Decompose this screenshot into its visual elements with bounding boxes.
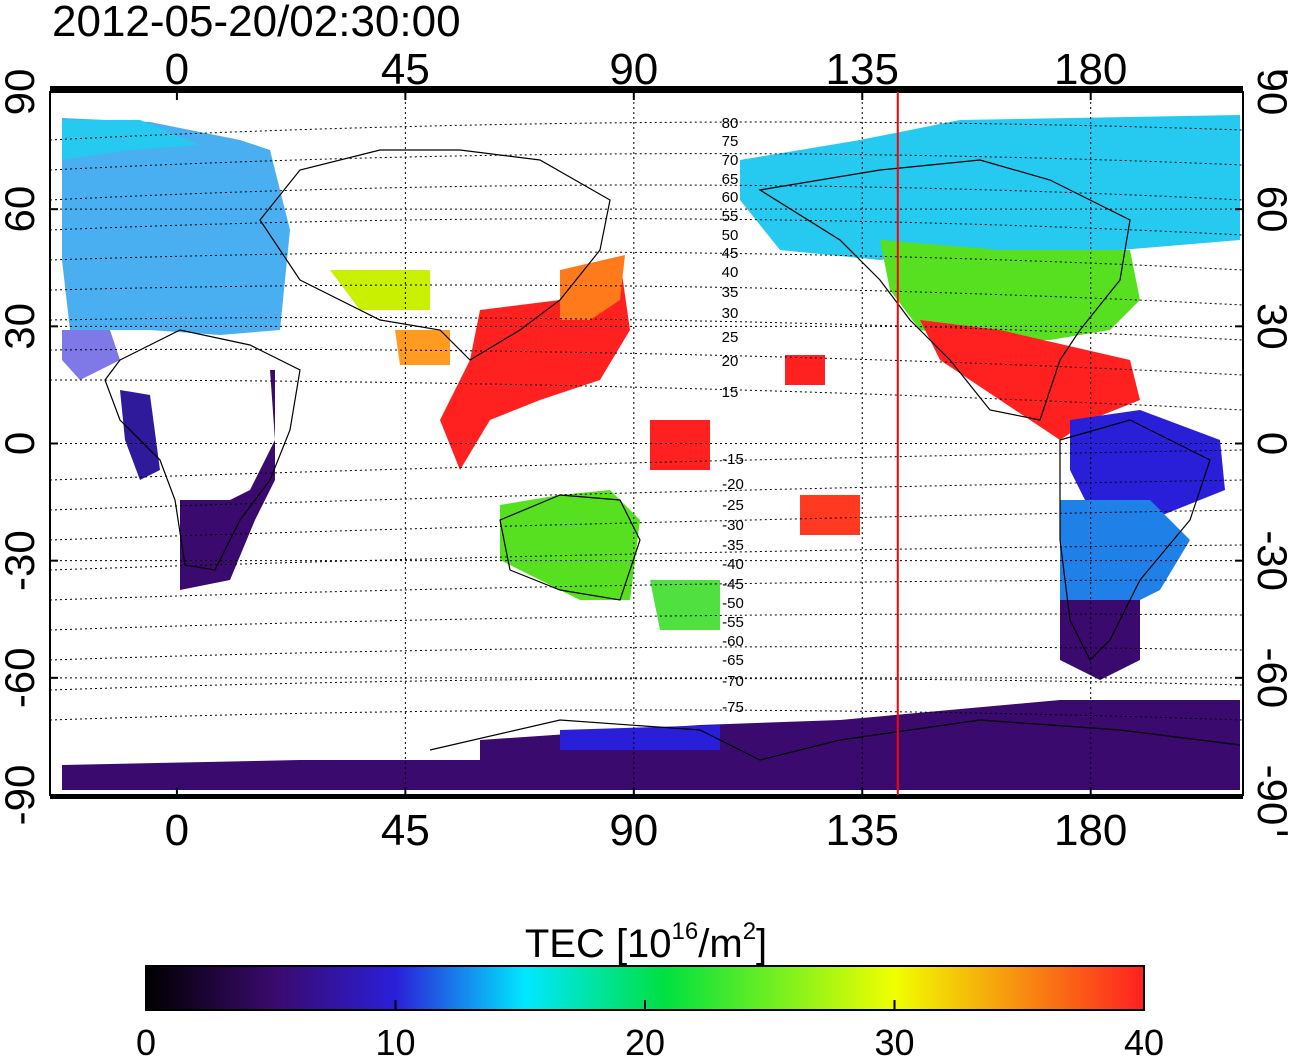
tec-antarctica-blue — [560, 725, 720, 750]
y-tick-label-right: -90 — [1249, 765, 1292, 826]
colorbar-title-end: ] — [756, 922, 768, 966]
x-tick-label-bottom: 0 — [165, 806, 189, 855]
tec-north-america-n — [740, 115, 1240, 260]
y-tick-label-left: 0 — [0, 432, 43, 455]
tec-pacific-south — [800, 495, 860, 535]
x-tick-label-top: 135 — [826, 45, 899, 94]
tec-north-america — [880, 240, 1140, 340]
tec-pacific-mid — [650, 420, 710, 470]
magnetic-lat-label: 30 — [722, 305, 739, 322]
magnetic-lat-label: -65 — [722, 652, 744, 669]
colorbar-tick-label: 0 — [136, 1022, 156, 1057]
x-tick-label-bottom: 180 — [1054, 806, 1127, 855]
tec-sa-mid — [1060, 500, 1190, 620]
magnetic-lat-label: 70 — [722, 152, 739, 169]
y-tick-label-left: 90 — [0, 69, 43, 116]
magnetic-lat-label: 20 — [722, 353, 739, 370]
y-tick-label-left: -60 — [0, 647, 43, 708]
x-tick-label-top: 0 — [165, 45, 189, 94]
magnetic-lat-label: 60 — [722, 189, 739, 206]
colorbar-title: TEC [1016/m2] — [0, 908, 1292, 968]
magnetic-lat-label: 55 — [722, 208, 739, 225]
x-tick-label-bottom: 90 — [609, 806, 658, 855]
x-tick-label-top: 45 — [381, 45, 430, 94]
tec-europe — [62, 118, 290, 335]
magnetic-lat-label: -25 — [722, 497, 744, 514]
magnetic-lat-label: -45 — [722, 576, 744, 593]
tec-africa — [180, 370, 275, 590]
magnetic-lat-label: -35 — [722, 537, 744, 554]
y-tick-label-left: -90 — [0, 765, 43, 826]
colorbar-tick-label: 20 — [625, 1022, 665, 1057]
y-tick-label-right: 90 — [1249, 69, 1292, 116]
x-tick-label-top: -135 — [1275, 45, 1292, 94]
tec-africa-north — [62, 330, 120, 380]
tec-africa-w — [120, 390, 160, 480]
colorbar-title-main: TEC [10 — [524, 922, 672, 966]
x-tick-label-bottom: -135 — [1275, 806, 1292, 855]
tec-pacific-hawaii — [785, 355, 825, 385]
y-tick-label-left: 30 — [0, 303, 43, 350]
magnetic-lat-label: 65 — [722, 171, 739, 188]
magnetic-lat-label: 35 — [722, 284, 739, 301]
y-tick-label-left: 60 — [0, 186, 43, 233]
tec-data-layer — [62, 115, 1240, 790]
tec-nz — [650, 580, 720, 630]
tec-sa-north — [1070, 410, 1225, 520]
magnetic-lat-label: -60 — [722, 633, 744, 650]
magnetic-lat-label: 45 — [722, 245, 739, 262]
magnetic-lat-label: 75 — [722, 133, 739, 150]
x-tick-label-bottom: 45 — [381, 806, 430, 855]
magnetic-lat-label: 80 — [722, 115, 739, 132]
colorbar-title-exp1: 16 — [671, 918, 699, 945]
map-title: 2012-05-20/02:30:00 — [52, 0, 461, 46]
tec-australia — [500, 490, 640, 600]
magnetic-lat-label: 15 — [722, 384, 739, 401]
magnetic-lat-label: -55 — [722, 614, 744, 631]
colorbar-tick-label: 30 — [874, 1022, 914, 1057]
tec-antarctica — [480, 700, 1240, 790]
frame-bottom-bar — [50, 795, 1243, 799]
coastlines — [104, 149, 1241, 761]
magnetic-lat-label: -40 — [722, 556, 744, 573]
tec-antarctica-w — [62, 760, 480, 790]
magnetic-lat-label: -70 — [722, 673, 744, 690]
x-tick-label-top: 180 — [1054, 45, 1127, 94]
y-tick-label-right: -30 — [1249, 530, 1292, 591]
magnetic-lat-label: -20 — [722, 476, 744, 493]
y-tick-label-right: 0 — [1249, 432, 1292, 455]
colorbar-title-exp2: 2 — [742, 918, 757, 945]
colorbar-tick-label: 40 — [1124, 1022, 1164, 1057]
magnetic-contours — [50, 121, 1243, 721]
colorbar-ticks: 0 10 20 30 40 — [136, 1000, 1164, 1057]
map-grid — [50, 92, 1243, 795]
colorbar-title-mid: /m — [698, 922, 743, 966]
tec-india — [395, 330, 450, 365]
magnetic-lat-label: -50 — [722, 595, 744, 612]
magnetic-lat-label: 25 — [722, 329, 739, 346]
x-tick-label-top: 90 — [609, 45, 658, 94]
axis-ticks: 0045459090135135180180-135-135-90-90-45-… — [0, 45, 1292, 855]
y-tick-label-left: -30 — [0, 530, 43, 591]
y-tick-label-right: 60 — [1249, 186, 1292, 233]
x-tick-label-bottom: 135 — [826, 806, 899, 855]
magnetic-lat-label: -15 — [722, 451, 744, 468]
y-tick-label-right: 30 — [1249, 303, 1292, 350]
magnetic-lat-label: 40 — [722, 264, 739, 281]
tec-japan — [560, 255, 625, 320]
tec-mexico — [920, 320, 1140, 440]
y-tick-label-right: -60 — [1249, 647, 1292, 708]
tec-asia-mid — [330, 270, 430, 310]
magnetic-lat-label: -75 — [722, 699, 744, 716]
colorbar-tick-label: 10 — [375, 1022, 415, 1057]
frame-top-bar — [50, 86, 1243, 92]
tec-europe-n — [62, 120, 200, 160]
magnetic-lat-label: -30 — [722, 517, 744, 534]
magnetic-lat-label: 50 — [722, 227, 739, 244]
